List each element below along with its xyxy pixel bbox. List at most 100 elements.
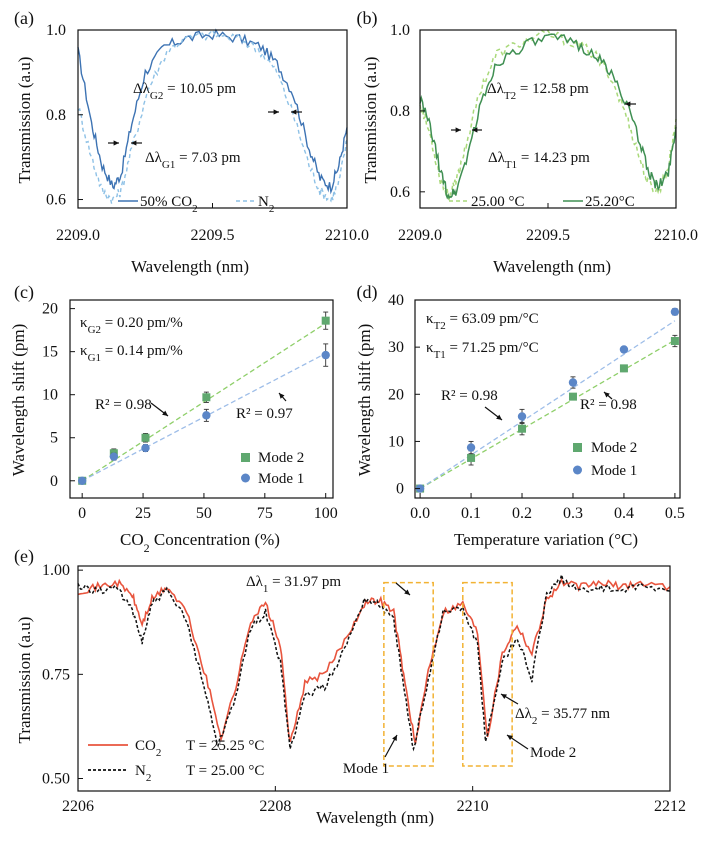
- panel-c-xtick-label: 0: [78, 505, 86, 522]
- panel-c-ytick-label: 20: [42, 301, 58, 318]
- panel-a-arrow-head: [113, 140, 119, 146]
- panel-d-kappa-t2: κT2 = 63.09 pm/°C: [426, 311, 539, 332]
- panel-a-annotation-g2-sub: G2: [150, 90, 163, 102]
- panel-b-annotation-t1: ΔλT1 = 14.23 pm: [488, 150, 590, 171]
- panel-a-arrow-head: [291, 109, 297, 115]
- panel-e-ytick-label: 0.50: [42, 771, 70, 788]
- panel-e-annotation-dl1-tail: = 31.97 pm: [268, 574, 341, 590]
- panel-e-xtick-label: 2210: [457, 798, 489, 815]
- panel-c-xtick-label: 25: [135, 505, 151, 522]
- panel-c-point-mode1: [202, 411, 211, 420]
- legend-e-label-n2: N2: [135, 763, 151, 784]
- panel-d-xtick-label: 0.3: [563, 505, 583, 522]
- panel-d-xtick-label: 0.0: [410, 505, 430, 522]
- panel-c-kappa-g2: κG2 = 0.20 pm/%: [80, 315, 183, 336]
- panel-a-xlabel: Wavelength (nm): [131, 257, 249, 276]
- panel-a-arrow-head: [131, 140, 137, 146]
- panel-b-ylabel: Transmission (a.u): [361, 57, 380, 184]
- panel-d-xtick-label: 0.1: [461, 505, 481, 522]
- panel-d-arrow-head: [496, 414, 502, 420]
- panel-e-frame: [77, 565, 671, 792]
- panel-d-kappa-t2-sub: T2: [434, 320, 446, 332]
- panel-b-annotation-t1-sub: T1: [505, 159, 517, 171]
- panel-e-xtick-label: 2212: [654, 798, 686, 815]
- panel-c-ytick-label: 5: [50, 430, 58, 447]
- panel-d-point-mode2: [619, 364, 628, 373]
- panel-e-arrow-head: [392, 735, 397, 741]
- panel-d-xtick-label: 0.5: [665, 505, 685, 522]
- panel-d-ylabel: Wavelength shift (pm): [355, 324, 374, 477]
- panel-c-point-mode2: [202, 393, 211, 402]
- legend-e-temp-n2: T = 25.00 °C: [186, 763, 264, 779]
- panel-a-xtick-label: 2209.5: [191, 227, 235, 244]
- panel-e-annotation-dl1: Δλ1 = 31.97 pm: [246, 574, 341, 595]
- legend-d-marker-mode2: [573, 443, 582, 452]
- panel-b-series-1: [419, 29, 677, 202]
- panel-a-xtick-label: 2209.0: [56, 227, 100, 244]
- panel-d-kappa-t2-base: κ: [426, 311, 434, 327]
- panel-d-kappa-t2-tail: = 63.09 pm/°C: [446, 311, 539, 327]
- legend-b-label-2: 25.20°C: [585, 194, 635, 210]
- panel-c-point-mode1: [77, 476, 87, 485]
- panel-c-ylabel: Wavelength shift (pm): [9, 324, 28, 477]
- panel-a-ytick-label: 0.8: [46, 107, 66, 124]
- panel-c-point-mode1: [109, 452, 119, 461]
- panel-b-annotation-t2-base: Δλ: [487, 81, 505, 97]
- panel-e-arrow-head: [501, 694, 507, 699]
- panel-b-annotation-t1-tail: = 14.23 pm: [517, 150, 590, 166]
- legend-c-label-mode1: Mode 1: [258, 471, 304, 487]
- legend-c-marker-mode1: [241, 473, 250, 483]
- legend-d-label-mode2: Mode 2: [591, 440, 637, 456]
- panel-d-point-mode1: [670, 307, 680, 316]
- panel-e-annotation-dl1-base: Δλ: [246, 574, 264, 590]
- panel-b-arrow-head: [472, 127, 478, 133]
- legend-e-label-n2-base: N: [135, 763, 146, 779]
- panel-d-fit-1: [419, 339, 676, 490]
- panel-a-annotation-g2: ΔλG2 = 10.05 pm: [133, 81, 236, 102]
- panel-e-mode-box-1: [383, 581, 434, 767]
- panel-d-ytick-label: 10: [388, 433, 404, 450]
- panel-c-ytick-label: 0: [50, 473, 58, 490]
- panel-d-point-mode2: [518, 424, 527, 433]
- panel-c-xlabel-part: Concentration (%): [150, 530, 280, 549]
- panel-b-series-2: [419, 33, 677, 200]
- panel-e-arrow-head: [404, 589, 410, 595]
- panel-c-xlabel-part: CO: [120, 530, 144, 549]
- panel-c-kappa-g1-sub: G1: [88, 352, 101, 364]
- panel-a-ylabel: Transmission (a.u): [15, 57, 34, 184]
- panel-b-label: (b): [357, 8, 378, 29]
- legend-c-marker-mode2: [241, 453, 250, 462]
- panel-a-annotation-g1-sub: G1: [162, 159, 175, 171]
- legend-e-label-n2-sub: 2: [146, 772, 152, 784]
- panel-d-point-mode2: [568, 392, 577, 401]
- panel-d-arrow-head: [604, 392, 610, 398]
- panel-c-r2-mode2: R² = 0.98: [95, 397, 152, 413]
- panel-c-arrow-head: [279, 393, 285, 399]
- panel-c-kappa-g2-sub: G2: [88, 324, 101, 336]
- panel-d-point-mode2: [670, 337, 679, 346]
- legend-a-label-2-sub: 2: [269, 203, 275, 215]
- panel-e-mode2-label: Mode 2: [530, 745, 576, 761]
- panel-e-mode-box-2: [462, 581, 513, 767]
- panel-d-point-mode1: [568, 378, 578, 387]
- panel-c-kappa-g1-base: κ: [80, 343, 88, 359]
- panel-b-arrow-head: [625, 101, 631, 107]
- panel-c-point-mode1: [141, 443, 150, 453]
- legend-b-label-1: 25.00 °C: [471, 194, 525, 210]
- panel-c-point-mode1: [321, 350, 330, 360]
- panel-a-series-2: [77, 28, 348, 204]
- legend-e-label-co2-base: CO: [135, 738, 156, 754]
- panel-e-annotation-dl2-sub: 2: [532, 715, 538, 727]
- panel-e-ytick-label: 0.75: [42, 666, 70, 683]
- panel-d-point-mode1: [415, 484, 425, 493]
- panel-c-xlabel: CO2 Concentration (%): [120, 530, 280, 555]
- panel-e-ytick-label: 1.00: [42, 562, 70, 579]
- panel-d-r2-mode1: R² = 0.98: [441, 388, 498, 404]
- panel-c-kappa-g1: κG1 = 0.14 pm/%: [80, 343, 183, 364]
- panel-b-ytick-label: 0.6: [390, 184, 410, 201]
- panel-c-ytick-label: 15: [42, 344, 58, 361]
- panel-e-xtick-label: 2206: [62, 798, 94, 815]
- panel-d-xlabel: Temperature variation (°C): [454, 530, 638, 549]
- panel-c-kappa-g2-tail: = 0.20 pm/%: [101, 315, 183, 331]
